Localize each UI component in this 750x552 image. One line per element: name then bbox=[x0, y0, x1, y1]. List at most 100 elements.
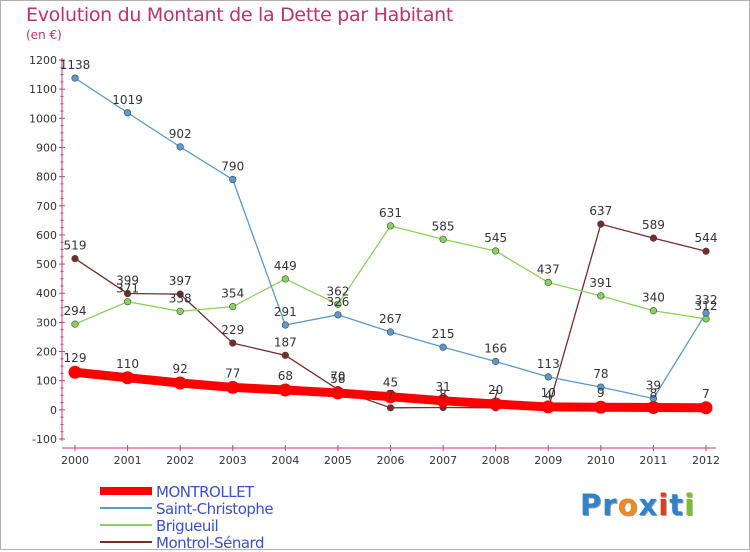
data-label: 7 bbox=[702, 387, 710, 401]
data-label: 449 bbox=[274, 259, 297, 273]
y-tick-label: 900 bbox=[36, 141, 57, 154]
y-tick-label: 400 bbox=[36, 287, 57, 300]
data-point bbox=[649, 307, 658, 315]
logo-letter: t bbox=[669, 488, 685, 522]
data-label: 332 bbox=[695, 293, 718, 307]
data-label: 8 bbox=[650, 387, 658, 401]
data-label: 544 bbox=[695, 231, 718, 245]
data-label: 637 bbox=[589, 204, 612, 218]
data-label: 129 bbox=[64, 351, 87, 365]
logo-letter: i bbox=[684, 488, 696, 522]
y-tick-label: 500 bbox=[36, 258, 57, 271]
logo-letter: x bbox=[638, 488, 659, 522]
data-label: 338 bbox=[169, 291, 192, 305]
legend-label: Montrol-Sénard bbox=[156, 534, 264, 552]
data-label: 291 bbox=[274, 305, 297, 319]
data-label: 68 bbox=[278, 369, 293, 383]
data-label: 391 bbox=[589, 276, 612, 290]
y-tick-label: 600 bbox=[36, 229, 57, 242]
data-label: 110 bbox=[116, 357, 139, 371]
x-tick-label: 2001 bbox=[114, 454, 142, 467]
data-label: 4 bbox=[544, 389, 552, 403]
data-point bbox=[702, 247, 710, 255]
legend-swatch bbox=[100, 507, 152, 509]
chart-series: 129 110 92 77 68 58 45 31 20 10 9 8 7113810199027902… bbox=[60, 58, 718, 415]
y-tick-label: 1000 bbox=[29, 112, 57, 125]
x-tick-label: 2005 bbox=[324, 454, 352, 467]
data-point bbox=[68, 365, 82, 379]
data-point bbox=[229, 303, 237, 311]
series-brigueuil bbox=[71, 222, 710, 328]
data-label: 362 bbox=[326, 284, 349, 298]
series-montrollet bbox=[68, 365, 713, 415]
data-point bbox=[226, 380, 240, 394]
x-tick-label: 2004 bbox=[271, 454, 299, 467]
series-saint-christophe bbox=[71, 74, 710, 403]
data-label: 9 bbox=[597, 386, 605, 400]
data-point bbox=[173, 376, 187, 390]
data-point bbox=[544, 278, 552, 287]
y-tick-label: 1200 bbox=[29, 54, 57, 67]
data-label: 1138 bbox=[60, 58, 91, 72]
data-label: 20 bbox=[488, 383, 503, 397]
legend-swatch bbox=[100, 524, 152, 526]
data-label: 1019 bbox=[112, 93, 143, 107]
data-label: 354 bbox=[221, 287, 244, 301]
data-label: 215 bbox=[432, 327, 455, 341]
data-point bbox=[229, 175, 237, 184]
y-tick-label: 300 bbox=[36, 316, 57, 329]
data-point bbox=[439, 343, 447, 351]
y-tick-label: 0 bbox=[50, 404, 57, 417]
data-label: 545 bbox=[484, 231, 507, 245]
proxiti-logo: Proxiti bbox=[580, 488, 695, 522]
data-point bbox=[436, 394, 450, 408]
data-label: 39 bbox=[646, 378, 661, 392]
data-point bbox=[176, 307, 184, 315]
data-label: 437 bbox=[537, 262, 560, 276]
legend-label: Saint-Christophe bbox=[156, 500, 274, 518]
data-point bbox=[71, 74, 79, 82]
data-label: 340 bbox=[642, 291, 665, 305]
data-label: 166 bbox=[484, 341, 507, 355]
legend-label: Brigueuil bbox=[156, 517, 219, 535]
x-tick-label: 2002 bbox=[166, 454, 194, 467]
data-point bbox=[439, 235, 447, 243]
x-tick-label: 2009 bbox=[534, 454, 562, 467]
data-point bbox=[541, 400, 555, 414]
data-point bbox=[121, 371, 135, 385]
y-tick-label: 700 bbox=[36, 200, 57, 213]
data-point bbox=[597, 383, 605, 391]
y-tick-label: 800 bbox=[36, 171, 57, 184]
data-point bbox=[699, 401, 713, 415]
y-tick-label: 100 bbox=[36, 375, 57, 388]
chart-subtitle: (en €) bbox=[26, 28, 62, 42]
data-label: 78 bbox=[593, 367, 608, 381]
data-point bbox=[384, 390, 397, 404]
data-point bbox=[123, 109, 132, 117]
data-label: 70 bbox=[330, 369, 345, 383]
data-label: 902 bbox=[169, 127, 192, 141]
data-point bbox=[649, 234, 658, 242]
data-point bbox=[331, 386, 345, 400]
data-point bbox=[492, 247, 500, 255]
x-tick-label: 2008 bbox=[482, 454, 510, 467]
data-point bbox=[386, 328, 395, 336]
data-point bbox=[71, 320, 79, 328]
data-point bbox=[597, 292, 605, 300]
logo-letter: P bbox=[580, 488, 603, 522]
data-label: 187 bbox=[274, 335, 297, 349]
data-point bbox=[334, 311, 342, 319]
data-point bbox=[334, 300, 342, 308]
data-point bbox=[597, 220, 605, 228]
data-label: 631 bbox=[379, 206, 402, 220]
data-point bbox=[646, 401, 660, 415]
x-tick-label: 2000 bbox=[61, 454, 89, 467]
x-tick-label: 2012 bbox=[692, 454, 720, 467]
data-label: 589 bbox=[642, 218, 665, 232]
data-label: 92 bbox=[173, 362, 188, 376]
data-label: 229 bbox=[221, 323, 244, 337]
data-point bbox=[544, 373, 552, 381]
data-point bbox=[281, 321, 289, 329]
data-label: 267 bbox=[379, 312, 402, 326]
